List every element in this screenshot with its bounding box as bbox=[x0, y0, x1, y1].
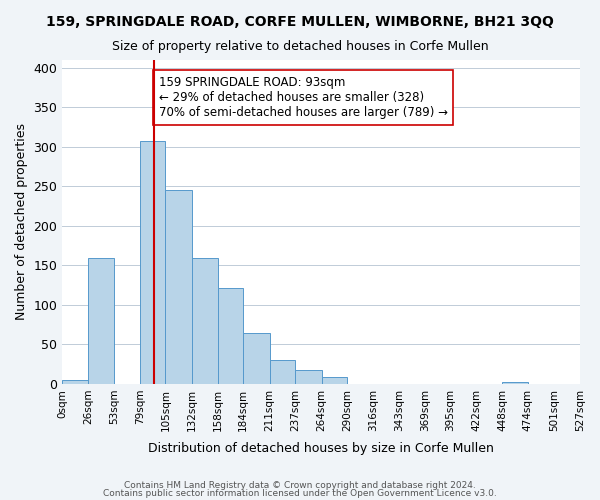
Text: Contains HM Land Registry data © Crown copyright and database right 2024.: Contains HM Land Registry data © Crown c… bbox=[124, 481, 476, 490]
Bar bbox=[269, 360, 295, 384]
Bar bbox=[166, 190, 192, 384]
Bar bbox=[218, 288, 243, 384]
Bar bbox=[322, 377, 347, 384]
Bar bbox=[502, 382, 528, 384]
Bar bbox=[88, 258, 115, 384]
X-axis label: Distribution of detached houses by size in Corfe Mullen: Distribution of detached houses by size … bbox=[148, 442, 494, 455]
Bar bbox=[295, 370, 322, 384]
Bar bbox=[243, 334, 269, 384]
Bar bbox=[62, 380, 88, 384]
Text: Size of property relative to detached houses in Corfe Mullen: Size of property relative to detached ho… bbox=[112, 40, 488, 53]
Text: 159 SPRINGDALE ROAD: 93sqm
← 29% of detached houses are smaller (328)
70% of sem: 159 SPRINGDALE ROAD: 93sqm ← 29% of deta… bbox=[158, 76, 448, 119]
Text: Contains public sector information licensed under the Open Government Licence v3: Contains public sector information licen… bbox=[103, 488, 497, 498]
Text: 159, SPRINGDALE ROAD, CORFE MULLEN, WIMBORNE, BH21 3QQ: 159, SPRINGDALE ROAD, CORFE MULLEN, WIMB… bbox=[46, 15, 554, 29]
Bar bbox=[140, 142, 166, 384]
Bar bbox=[192, 258, 218, 384]
Y-axis label: Number of detached properties: Number of detached properties bbox=[15, 124, 28, 320]
